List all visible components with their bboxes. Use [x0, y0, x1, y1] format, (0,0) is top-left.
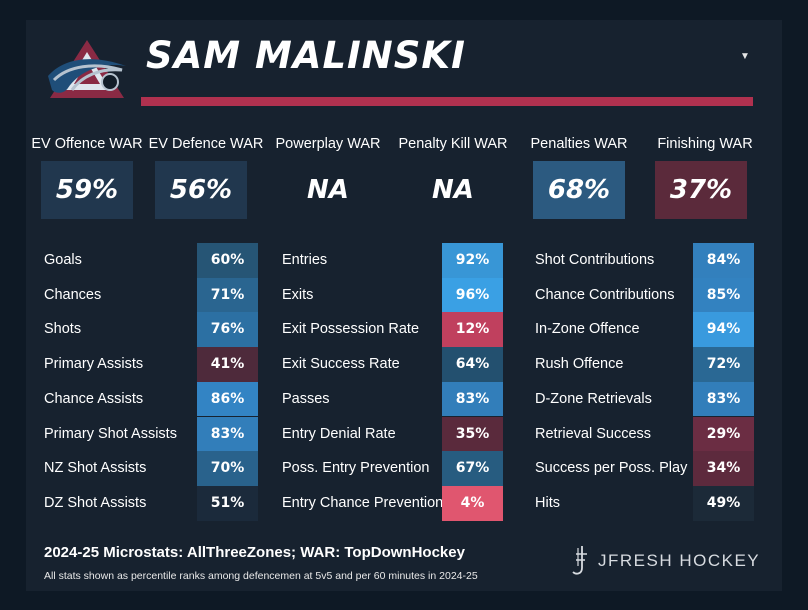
defence-stats-column-label: Primary Assists	[44, 356, 144, 373]
player-card	[26, 20, 782, 591]
defence-stats-column-value: 51%	[197, 485, 258, 521]
involvement-stats-column-label: Retrieval Success	[535, 425, 652, 442]
involvement-stats-column-label: Chance Contributions	[535, 286, 675, 303]
involvement-stats-column-value: 72%	[693, 347, 754, 382]
transition-stats-column-label: Entries	[282, 252, 328, 268]
defence-stats-column-label: Primary Shot Assists	[44, 425, 177, 442]
defence-stats-column-label: NZ Shot Assists	[44, 460, 147, 477]
transition-stats-column-value: 92%	[442, 243, 503, 278]
defence-stats-column-label: DZ Shot Assists	[44, 494, 147, 511]
war-value-powerplay: NA	[307, 175, 349, 205]
footer-sources: 2024-25 Microstats: AllThreeZones; WAR: …	[44, 544, 465, 561]
defence-stats-column-value: 83%	[197, 416, 258, 452]
transition-stats-column-label: Exits	[282, 286, 314, 303]
transition-stats-column-value: 96%	[442, 277, 503, 313]
footer-note: All stats shown as percentile ranks amon…	[44, 570, 478, 582]
war-value-penalty-kill: NA	[432, 175, 474, 205]
transition-stats-column-label: Entry Denial Rate	[282, 425, 396, 442]
caret-down-icon[interactable]: ▼	[740, 51, 750, 62]
defence-stats-column-label: Goals	[44, 252, 82, 268]
defence-stats-column-value: 76%	[197, 312, 258, 348]
war-label-ev-offence: EV Offence WAR	[31, 136, 143, 152]
war-value-penalties: 68%	[533, 161, 625, 219]
jfresh-monogram-icon	[572, 546, 587, 575]
war-label-penalties: Penalties WAR	[530, 136, 628, 152]
transition-stats-column-value: 83%	[442, 381, 503, 417]
involvement-stats-column-label: Shot Contributions	[535, 252, 655, 268]
involvement-stats-column-label: D-Zone Retrievals	[535, 390, 652, 407]
defence-stats-column-label: Shots	[44, 321, 82, 338]
involvement-stats-column-label: Rush Offence	[535, 356, 624, 373]
war-label-powerplay: Powerplay WAR	[275, 136, 381, 152]
war-value-finishing: 37%	[655, 161, 747, 219]
accent-bar	[141, 97, 753, 106]
brand-name: JFRESH HOCKEY	[598, 551, 761, 570]
defence-stats-column-label: Chances	[44, 286, 102, 303]
war-value-ev-defence: 56%	[155, 161, 247, 219]
war-value-ev-offence: 59%	[41, 161, 133, 219]
transition-stats-column-label: Exit Success Rate	[282, 356, 400, 373]
involvement-stats-column-value: 34%	[693, 451, 754, 486]
brand: JFRESH HOCKEY	[570, 544, 760, 578]
player-name: SAM MALINSKI	[146, 34, 466, 77]
microstats-source: AllThreeZones	[186, 544, 292, 561]
war-label-finishing: Finishing WAR	[657, 136, 753, 152]
defence-stats-column-value: 41%	[197, 347, 258, 382]
involvement-stats-column-label: Hits	[535, 494, 560, 511]
transition-stats-column-value: 4%	[442, 485, 503, 521]
involvement-stats-column-value: 84%	[693, 243, 754, 278]
involvement-stats-column-value: 85%	[693, 277, 754, 313]
war-label-penalty-kill: Penalty Kill WAR	[398, 136, 508, 152]
involvement-stats-column-label: In-Zone Offence	[535, 321, 640, 338]
involvement-stats-column-value: 83%	[693, 381, 754, 417]
defence-stats-column-value: 86%	[197, 381, 258, 417]
war-text: ; WAR:	[291, 544, 345, 561]
season-text: 2024-25 Microstats:	[44, 544, 187, 561]
transition-stats-column-label: Entry Chance Prevention	[282, 494, 444, 511]
defence-stats-column-value: 70%	[197, 451, 258, 486]
defence-stats-column-label: Chance Assists	[44, 390, 144, 407]
transition-stats-column-value: 67%	[442, 451, 503, 486]
transition-stats-column-value: 35%	[442, 416, 503, 452]
transition-stats-column-value: 12%	[442, 312, 503, 348]
transition-stats-column-label: Poss. Entry Prevention	[282, 460, 430, 477]
war-source: TopDownHockey	[344, 544, 465, 561]
transition-stats-column-value: 64%	[442, 347, 503, 382]
defence-stats-column-value: 60%	[197, 243, 258, 278]
colorado-avalanche-logo-icon	[48, 40, 126, 98]
transition-stats-column-label: Passes	[282, 390, 330, 407]
war-label-ev-defence: EV Defence WAR	[148, 136, 264, 152]
defence-stats-column-value: 71%	[197, 277, 258, 313]
transition-stats-column-label: Exit Possession Rate	[282, 321, 420, 338]
involvement-stats-column-value: 49%	[693, 485, 754, 521]
involvement-stats-column-value: 29%	[693, 416, 754, 452]
involvement-stats-column-label: Success per Poss. Play	[535, 460, 688, 477]
involvement-stats-column-value: 94%	[693, 312, 754, 348]
